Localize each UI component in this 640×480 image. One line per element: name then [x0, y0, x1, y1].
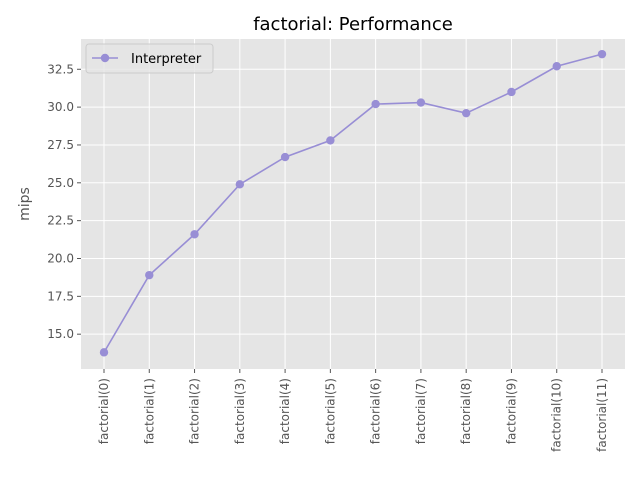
y-tick-label: 25.0: [47, 176, 74, 190]
y-tick-label: 32.5: [47, 62, 74, 76]
x-tick-label: factorial(6): [369, 378, 383, 444]
chart-title: factorial: Performance: [253, 14, 453, 35]
x-tick-label: factorial(2): [188, 378, 202, 444]
data-point: [552, 62, 561, 71]
data-point: [597, 49, 607, 59]
x-tick-label: factorial(9): [504, 378, 518, 444]
data-point: [145, 270, 154, 280]
y-tick-label: 30.0: [47, 100, 74, 114]
series-layer: [99, 49, 607, 357]
x-tick-label: factorial(0): [97, 378, 111, 444]
x-tick-label: factorial(7): [414, 378, 428, 444]
data-point: [326, 136, 335, 145]
x-tick-label: factorial(5): [323, 378, 337, 444]
x-tick-label: factorial(8): [459, 378, 473, 444]
x-tick-label: factorial(10): [550, 378, 564, 452]
y-tick-label: 22.5: [47, 214, 74, 228]
x-tick-label: factorial(3): [233, 378, 247, 444]
data-point: [190, 230, 199, 239]
y-tick-label: 27.5: [47, 138, 74, 152]
x-tick-label: factorial(11): [595, 378, 609, 452]
y-tick-label: 17.5: [47, 289, 74, 303]
y-axis-label: mips: [17, 187, 33, 221]
data-point: [371, 99, 380, 109]
legend-box: [85, 43, 214, 74]
x-tick-label: factorial(4): [278, 378, 292, 444]
legend-label: Interpreter: [131, 52, 202, 67]
data-point: [235, 180, 245, 189]
data-point: [416, 98, 426, 107]
x-tick-label: factorial(1): [142, 378, 156, 444]
y-tick-label: 20.0: [47, 251, 74, 265]
data-point: [99, 348, 109, 357]
plot-area-background: [81, 39, 625, 369]
legend: Interpreter: [85, 43, 214, 74]
series-line: [103, 53, 603, 353]
legend-point-marker: [100, 53, 110, 63]
grid-lines: [81, 39, 625, 369]
x-axis-ticks: factorial(0) factorial(1) factorial(2) fact…: [97, 369, 609, 452]
y-tick-label: 15.0: [47, 327, 74, 341]
data-point: [461, 108, 471, 118]
data-point: [280, 152, 290, 162]
data-point: [507, 87, 516, 97]
y-axis-ticks: 15.0 17.5 20.0 22.5 25.0 27.5 30.0 32.5: [47, 62, 81, 341]
